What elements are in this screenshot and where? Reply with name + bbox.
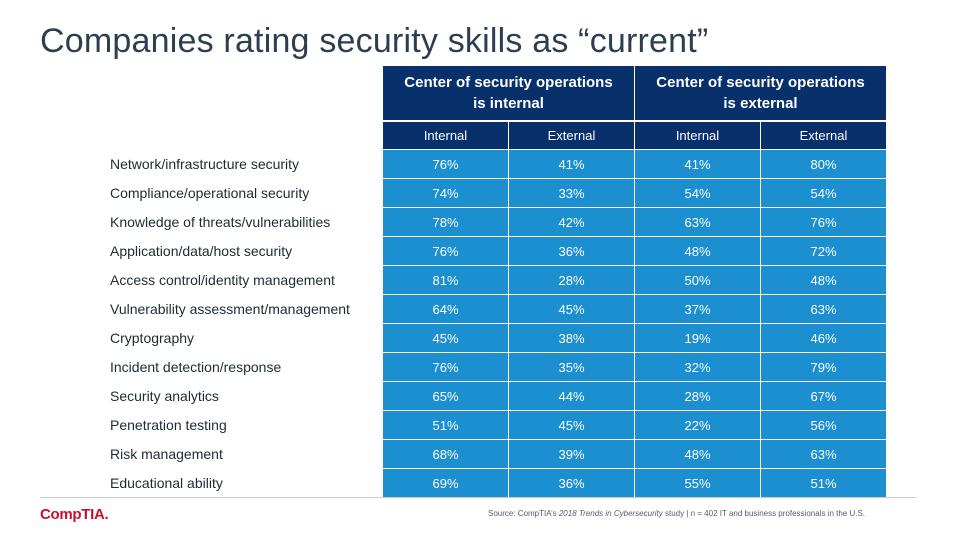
value-cell: 68% xyxy=(382,440,508,469)
slide-title: Companies rating security skills as “cur… xyxy=(40,22,709,60)
row-label: Penetration testing xyxy=(110,411,382,440)
value-cell: 54% xyxy=(760,179,886,208)
row-label: Access control/identity management xyxy=(110,266,382,295)
header-blank xyxy=(110,66,382,122)
value-cell: 41% xyxy=(508,150,634,179)
value-cell: 19% xyxy=(634,324,760,353)
value-cell: 28% xyxy=(508,266,634,295)
column-header: Internal xyxy=(634,122,760,150)
value-cell: 42% xyxy=(508,208,634,237)
value-cell: 67% xyxy=(760,382,886,411)
value-cell: 63% xyxy=(634,208,760,237)
value-cell: 65% xyxy=(382,382,508,411)
table-row: Security analytics 65% 44% 28% 67% xyxy=(110,382,886,411)
value-cell: 54% xyxy=(634,179,760,208)
value-cell: 76% xyxy=(760,208,886,237)
row-label: Educational ability xyxy=(110,469,382,498)
value-cell: 48% xyxy=(760,266,886,295)
value-cell: 64% xyxy=(382,295,508,324)
table-row: Educational ability 69% 36% 55% 51% xyxy=(110,469,886,498)
footer-divider xyxy=(40,497,916,498)
table-row: Vulnerability assessment/management 64% 45… xyxy=(110,295,886,324)
table-row: Incident detection/response 76% 35% 32% 79% xyxy=(110,353,886,382)
row-label: Compliance/operational security xyxy=(110,179,382,208)
value-cell: 45% xyxy=(508,411,634,440)
table-row: Network/infrastructure security 76% 41% 41%… xyxy=(110,150,886,179)
value-cell: 35% xyxy=(508,353,634,382)
group-header-external: Center of security operations is externa… xyxy=(634,66,886,122)
row-label: Vulnerability assessment/management xyxy=(110,295,382,324)
value-cell: 76% xyxy=(382,353,508,382)
value-cell: 51% xyxy=(382,411,508,440)
value-cell: 55% xyxy=(634,469,760,498)
value-cell: 63% xyxy=(760,440,886,469)
value-cell: 80% xyxy=(760,150,886,179)
value-cell: 36% xyxy=(508,469,634,498)
table-row: Risk management 68% 39% 48% 63% xyxy=(110,440,886,469)
subheader-blank xyxy=(110,122,382,150)
source-prefix: Source: CompTIA’s xyxy=(488,509,559,518)
table-row: Compliance/operational security 74% 33% 54%… xyxy=(110,179,886,208)
value-cell: 72% xyxy=(760,237,886,266)
value-cell: 81% xyxy=(382,266,508,295)
row-label: Knowledge of threats/vulnerabilities xyxy=(110,208,382,237)
table-row: Knowledge of threats/vulnerabilities 78% 4… xyxy=(110,208,886,237)
table-row: Penetration testing 51% 45% 22% 56% xyxy=(110,411,886,440)
value-cell: 78% xyxy=(382,208,508,237)
value-cell: 33% xyxy=(508,179,634,208)
group-header-internal: Center of security operations is interna… xyxy=(382,66,634,122)
value-cell: 63% xyxy=(760,295,886,324)
value-cell: 48% xyxy=(634,440,760,469)
value-cell: 45% xyxy=(508,295,634,324)
value-cell: 36% xyxy=(508,237,634,266)
source-suffix: study | n = 402 IT and business professi… xyxy=(662,509,866,518)
value-cell: 56% xyxy=(760,411,886,440)
value-cell: 76% xyxy=(382,237,508,266)
table-row: Access control/identity management 81% 28%… xyxy=(110,266,886,295)
value-cell: 38% xyxy=(508,324,634,353)
value-cell: 37% xyxy=(634,295,760,324)
value-cell: 76% xyxy=(382,150,508,179)
value-cell: 74% xyxy=(382,179,508,208)
value-cell: 48% xyxy=(634,237,760,266)
value-cell: 51% xyxy=(760,469,886,498)
value-cell: 69% xyxy=(382,469,508,498)
table-row: Cryptography 45% 38% 19% 46% xyxy=(110,324,886,353)
source-study: 2018 Trends in Cybersecurity xyxy=(558,509,663,518)
row-label: Risk management xyxy=(110,440,382,469)
value-cell: 79% xyxy=(760,353,886,382)
group-header-external-label: Center of security operations is externa… xyxy=(656,74,865,112)
value-cell: 45% xyxy=(382,324,508,353)
security-skills-table: Center of security operations is interna… xyxy=(110,66,886,498)
column-header: External xyxy=(760,122,886,150)
row-label: Security analytics xyxy=(110,382,382,411)
column-header: External xyxy=(508,122,634,150)
table-body: Network/infrastructure security 76% 41% 41%… xyxy=(110,150,886,498)
value-cell: 39% xyxy=(508,440,634,469)
value-cell: 28% xyxy=(634,382,760,411)
value-cell: 32% xyxy=(634,353,760,382)
source-note: Source: CompTIA’s 2018 Trends in Cyberse… xyxy=(488,509,865,518)
column-header: Internal xyxy=(382,122,508,150)
comptia-logo: CompTIA. xyxy=(40,506,109,523)
value-cell: 46% xyxy=(760,324,886,353)
row-label: Incident detection/response xyxy=(110,353,382,382)
value-cell: 41% xyxy=(634,150,760,179)
value-cell: 50% xyxy=(634,266,760,295)
row-label: Network/infrastructure security xyxy=(110,150,382,179)
value-cell: 44% xyxy=(508,382,634,411)
row-label: Application/data/host security xyxy=(110,237,382,266)
group-header-internal-label: Center of security operations is interna… xyxy=(404,74,613,112)
row-label: Cryptography xyxy=(110,324,382,353)
table-row: Application/data/host security 76% 36% 48% 7… xyxy=(110,237,886,266)
value-cell: 22% xyxy=(634,411,760,440)
